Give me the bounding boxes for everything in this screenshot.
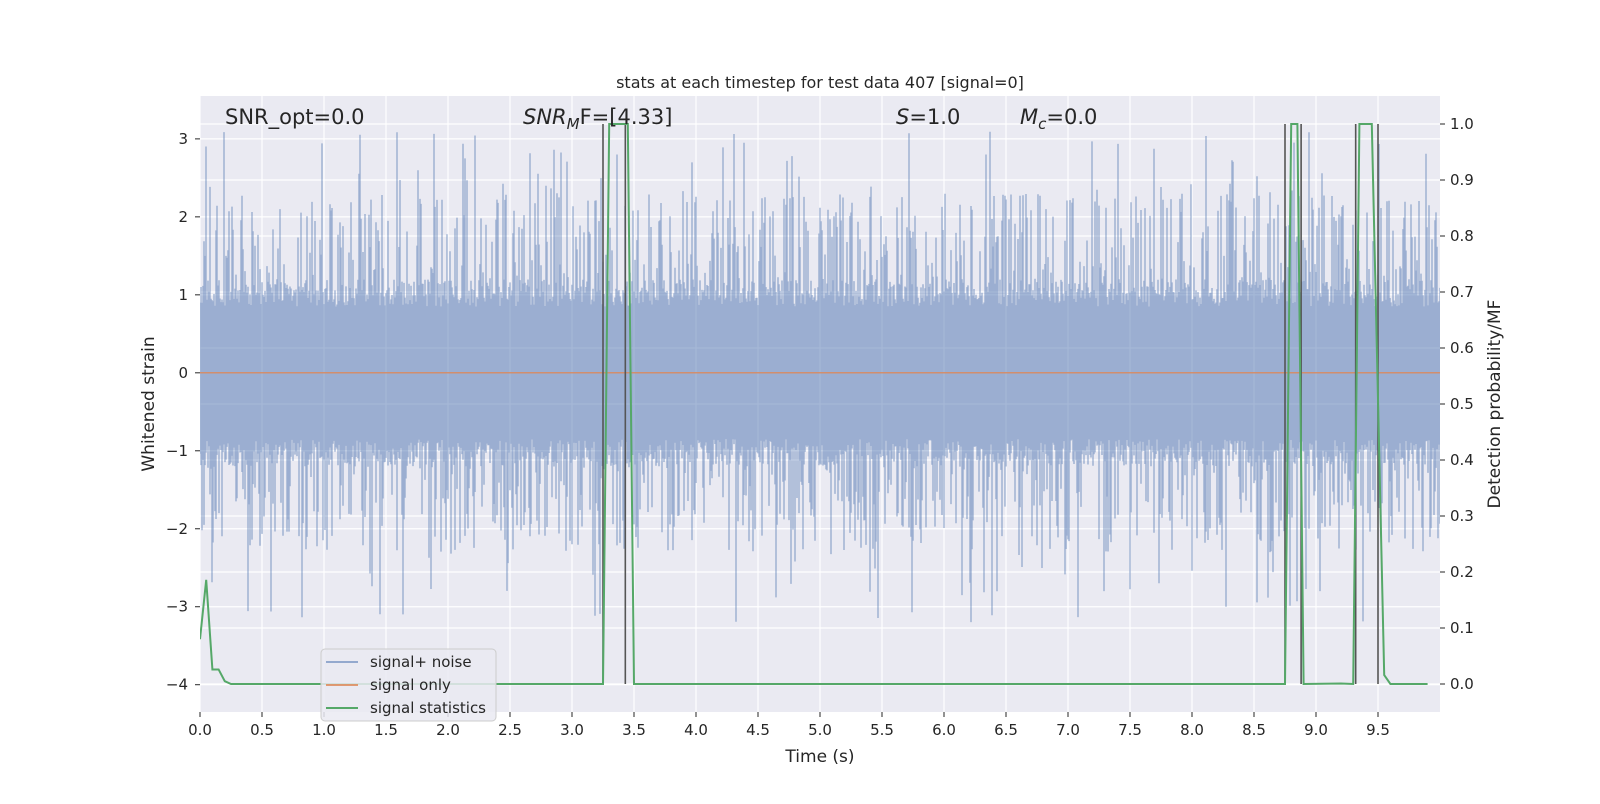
x-tick-label: 0.0 <box>188 721 212 739</box>
right-y-tick-label: 0.7 <box>1450 283 1474 301</box>
x-tick-label: 7.0 <box>1056 721 1080 739</box>
x-tick-label: 6.0 <box>932 721 956 739</box>
s-value: =1.0 <box>909 105 960 129</box>
x-tick-label: 4.5 <box>746 721 770 739</box>
snr-mf-annotation: SNRMF=[4.33] <box>523 105 672 133</box>
right-y-tick-label: 0.6 <box>1450 339 1474 357</box>
left-y-tick-label: −2 <box>166 520 188 538</box>
x-tick-label: 9.5 <box>1366 721 1390 739</box>
right-y-axis-label: Detection probability/MF <box>1485 300 1505 509</box>
x-tick-label: 6.5 <box>994 721 1018 739</box>
x-tick-label: 1.0 <box>312 721 336 739</box>
left-y-tick-label: 0 <box>178 364 188 382</box>
x-tick-label: 3.0 <box>560 721 584 739</box>
left-y-tick-label: 1 <box>178 286 188 304</box>
snr-mf-value: F=[4.33] <box>580 105 673 129</box>
left-y-tick-label: 3 <box>178 130 188 148</box>
right-y-tick-label: 0.8 <box>1450 227 1474 245</box>
chart-title: stats at each timestep for test data 407… <box>616 73 1024 92</box>
s-symbol: S <box>896 105 909 129</box>
legend-label-signal: signal only <box>370 676 451 694</box>
right-y-tick-label: 0.2 <box>1450 563 1474 581</box>
x-tick-label: 2.0 <box>436 721 460 739</box>
left-y-tick-label: −4 <box>166 676 188 694</box>
x-tick-label: 3.5 <box>622 721 646 739</box>
legend-label-noise: signal+ noise <box>370 653 472 671</box>
s-annotation: S=1.0 <box>896 105 960 129</box>
snr-opt-annotation: SNR_opt=0.0 <box>225 105 365 130</box>
left-y-tick-label: 2 <box>178 208 188 226</box>
right-y-tick-label: 0.0 <box>1450 675 1474 693</box>
x-tick-label: 2.5 <box>498 721 522 739</box>
x-tick-label: 1.5 <box>374 721 398 739</box>
x-axis-label: Time (s) <box>784 747 854 767</box>
snr-mf-subscript: M <box>567 115 580 133</box>
mc-symbol: M <box>1020 105 1038 129</box>
right-y-tick-label: 0.1 <box>1450 619 1474 637</box>
legend: signal+ noise signal only signal statist… <box>321 649 496 721</box>
mc-annotation: Mc=0.0 <box>1020 105 1097 133</box>
right-y-tick-label: 0.4 <box>1450 451 1474 469</box>
left-y-tick-label: −3 <box>166 598 188 616</box>
x-tick-label: 0.5 <box>250 721 274 739</box>
right-y-axis-ticks: 1.0 0.9 0.8 0.7 0.6 0.5 0.4 0.3 0.2 0.1 0.0 <box>1440 115 1474 693</box>
legend-label-stats: signal statistics <box>370 699 486 717</box>
x-tick-label: 7.5 <box>1118 721 1142 739</box>
right-y-tick-label: 0.5 <box>1450 395 1474 413</box>
right-y-tick-label: 0.9 <box>1450 171 1474 189</box>
left-y-axis-ticks: 3 2 1 0 −1 −2 −3 −4 <box>166 130 200 694</box>
left-y-tick-label: −1 <box>166 442 188 460</box>
x-tick-label: 8.0 <box>1180 721 1204 739</box>
x-tick-label: 9.0 <box>1304 721 1328 739</box>
x-tick-label: 4.0 <box>684 721 708 739</box>
right-y-tick-label: 1.0 <box>1450 115 1474 133</box>
left-y-axis-label: Whitened strain <box>139 336 159 471</box>
snr-mf-symbol: SNR <box>523 105 567 129</box>
right-y-tick-label: 0.3 <box>1450 507 1474 525</box>
x-tick-label: 5.5 <box>870 721 894 739</box>
x-tick-label: 5.0 <box>808 721 832 739</box>
x-tick-label: 8.5 <box>1242 721 1266 739</box>
mc-value: =0.0 <box>1046 105 1097 129</box>
